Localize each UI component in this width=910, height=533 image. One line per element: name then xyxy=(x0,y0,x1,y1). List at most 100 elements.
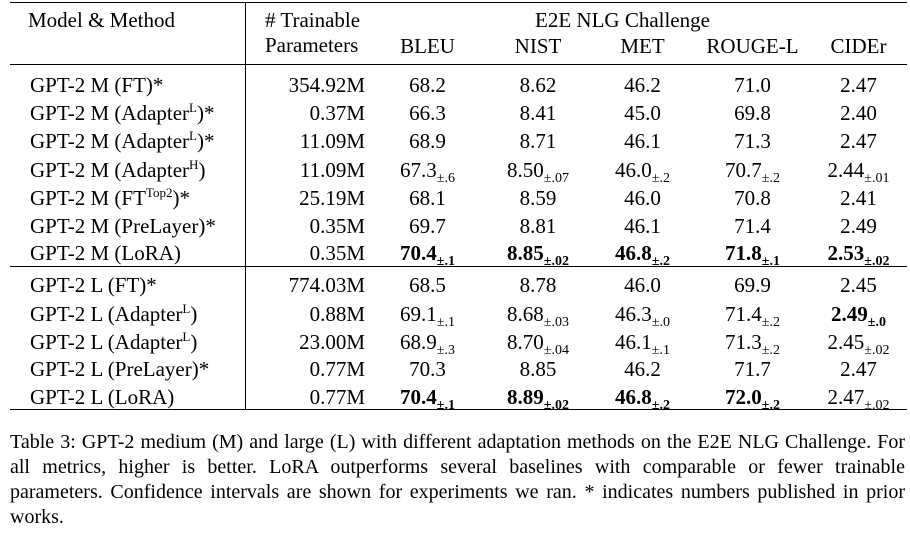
metric-value: 71.8 xyxy=(725,241,762,265)
params-cell: 0.35M xyxy=(309,241,365,265)
nist-cell: 8.85±.02 xyxy=(488,239,588,269)
table-row: GPT-2 L (FT)* 774.03M 68.5 8.78 46.0 69.9 2.45 xyxy=(10,271,907,300)
metric-value: 8.50 xyxy=(507,158,544,182)
bleu-cell: 70.4±.1 xyxy=(385,383,470,413)
nist-cell: 8.59 xyxy=(488,184,588,213)
cider-cell: 2.45 xyxy=(810,271,907,300)
metric-value: 2.49 xyxy=(831,302,868,326)
cider-cell: 2.45±.02 xyxy=(810,328,907,358)
model-suffix: )* xyxy=(145,73,164,97)
model-suffix: ) xyxy=(190,302,198,326)
model-suffix: )* xyxy=(198,214,216,238)
metric-value: 70.7 xyxy=(725,158,762,182)
met-cell: 46.3±.0 xyxy=(595,300,690,330)
table-caption: Table 3: GPT-2 medium (M) and large (L) … xyxy=(10,431,905,528)
nist-cell: 8.41 xyxy=(488,99,588,128)
cider-cell: 2.47 xyxy=(810,355,907,384)
confidence-interval: ±.2 xyxy=(651,398,670,413)
cider-cell: 2.47±.02 xyxy=(810,383,907,413)
metric-value: 68.5 xyxy=(409,273,446,297)
params-cell: 354.92M xyxy=(288,73,365,97)
metric-value: 70.3 xyxy=(409,357,446,381)
table-row: GPT-2 M (FT)* 354.92M 68.2 8.62 46.2 71.0 2.47 xyxy=(10,71,907,100)
bleu-cell: 69.1±.1 xyxy=(385,300,470,330)
params-cell: 0.35M xyxy=(309,214,365,238)
confidence-interval: ±.02 xyxy=(543,398,569,413)
rouge-l-cell: 71.4 xyxy=(685,212,820,241)
bottom-rule xyxy=(10,409,907,410)
model-method-cell: GPT-2 L (FT)* xyxy=(30,271,157,300)
model-name: GPT-2 L (PreLayer xyxy=(30,357,192,381)
model-method-cell: GPT-2 M (FT)* xyxy=(30,71,163,100)
met-cell: 46.0 xyxy=(595,184,690,213)
model-name: GPT-2 M (Adapter xyxy=(30,129,190,153)
metric-value: 68.9 xyxy=(409,129,446,153)
model-method-cell: GPT-2 M (LoRA) xyxy=(30,239,181,268)
metric-value: 68.1 xyxy=(409,186,446,210)
column-divider xyxy=(245,2,246,410)
model-variant-sup: L xyxy=(182,301,191,316)
model-name: GPT-2 L (Adapter xyxy=(30,330,183,354)
table-row: GPT-2 M (PreLayer)* 0.35M 69.7 8.81 46.1 71.4… xyxy=(10,212,907,241)
metric-value: 70.4 xyxy=(400,241,437,265)
header-rouge-l: ROUGE-L xyxy=(706,34,799,58)
table-row: GPT-2 L (PreLayer)* 0.77M 70.3 8.85 46.2 71.7… xyxy=(10,355,907,384)
rouge-l-cell: 69.8 xyxy=(685,99,820,128)
model-method-cell: GPT-2 L (PreLayer)* xyxy=(30,355,209,384)
met-cell: 46.0±.2 xyxy=(595,156,690,186)
metric-value: 2.47 xyxy=(840,73,877,97)
metric-value: 69.7 xyxy=(409,214,446,238)
cider-cell: 2.53±.02 xyxy=(810,239,907,269)
cider-cell: 2.40 xyxy=(810,99,907,128)
rouge-l-cell: 70.8 xyxy=(685,184,820,213)
bleu-cell: 66.3 xyxy=(385,99,470,128)
metric-value: 46.8 xyxy=(615,385,652,409)
rouge-l-cell: 71.4±.2 xyxy=(685,300,820,330)
confidence-interval: ±.2 xyxy=(761,315,780,330)
model-name: GPT-2 M (PreLayer xyxy=(30,214,199,238)
model-variant-sup: L xyxy=(182,329,191,344)
header-metrics-row: BLEU NIST MET ROUGE-L CIDEr xyxy=(10,32,907,61)
model-name: GPT-2 M (Adapter xyxy=(30,101,190,125)
confidence-interval: ±.02 xyxy=(864,343,890,358)
header-model-method: Model & Method xyxy=(28,8,175,32)
metric-value: 46.2 xyxy=(624,73,661,97)
nist-cell: 8.71 xyxy=(488,127,588,156)
metric-value: 46.1 xyxy=(615,330,652,354)
params-cell: 0.37M xyxy=(309,101,365,125)
bleu-cell: 68.9 xyxy=(385,127,470,156)
header-params-line1: # Trainable xyxy=(265,8,361,32)
metric-value: 68.2 xyxy=(409,73,446,97)
header-met: MET xyxy=(620,34,665,58)
metric-value: 8.62 xyxy=(519,73,557,97)
model-method-cell: GPT-2 L (AdapterL) xyxy=(30,328,197,357)
bleu-cell: 69.7 xyxy=(385,212,470,241)
metric-value: 2.49 xyxy=(840,214,877,238)
met-cell: 46.1 xyxy=(595,212,690,241)
confidence-interval: ±.1 xyxy=(651,343,670,358)
rouge-l-cell: 71.0 xyxy=(685,71,820,100)
confidence-interval: ±.07 xyxy=(543,171,569,186)
metric-value: 69.1 xyxy=(400,302,437,326)
rouge-l-cell: 71.7 xyxy=(685,355,820,384)
params-cell: 0.88M xyxy=(309,302,365,326)
model-method-cell: GPT-2 L (LoRA) xyxy=(30,383,174,412)
met-cell: 46.8±.2 xyxy=(595,383,690,413)
metric-value: 71.4 xyxy=(725,302,762,326)
bleu-cell: 70.3 xyxy=(385,355,470,384)
metric-value: 46.0 xyxy=(615,158,652,182)
params-cell: 11.09M xyxy=(299,129,365,153)
metric-value: 46.1 xyxy=(624,214,661,238)
metric-value: 71.3 xyxy=(734,129,771,153)
met-cell: 46.1±.1 xyxy=(595,328,690,358)
cider-cell: 2.49 xyxy=(810,212,907,241)
model-suffix: )* xyxy=(172,186,190,210)
header-cider: CIDEr xyxy=(830,34,887,58)
nist-cell: 8.50±.07 xyxy=(488,156,588,186)
model-variant-sup: L xyxy=(189,128,197,143)
params-cell: 0.77M xyxy=(309,385,365,409)
metric-value: 8.78 xyxy=(519,273,557,297)
metric-value: 67.3 xyxy=(400,158,437,182)
model-suffix: ) xyxy=(190,330,198,354)
nist-cell: 8.89±.02 xyxy=(488,383,588,413)
